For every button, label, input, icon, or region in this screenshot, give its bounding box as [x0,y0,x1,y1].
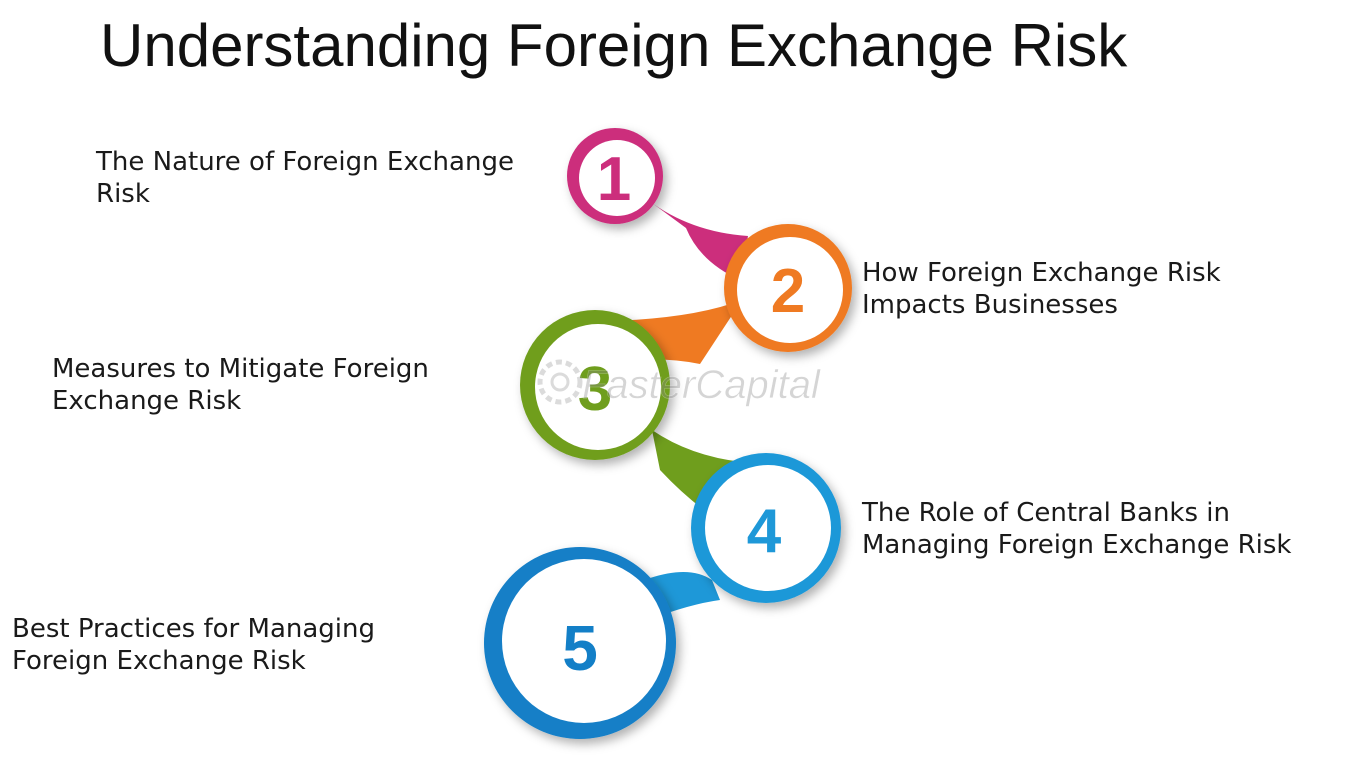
step-5-label-line1: Best Practices for Managing [12,614,375,644]
step-4-label-line1: The Role of Central Banks in [862,498,1230,528]
step-2-number: 2 [771,257,805,326]
step-4-label: The Role of Central Banks in Managing Fo… [862,497,1291,561]
step-3-number: 3 [578,355,612,424]
step-4-label-line2: Managing Foreign Exchange Risk [862,530,1292,560]
connector-1-2 [648,200,748,280]
step-2-label-line2: Impacts Businesses [862,290,1118,320]
step-3-label: Measures to Mitigate Foreign Exchange Ri… [52,353,429,417]
step-5-label-line2: Foreign Exchange Risk [12,646,306,676]
step-3-label-line2: Exchange Risk [52,386,242,416]
step-1-number: 1 [597,145,631,214]
step-1-label-line1: The Nature of Foreign Exchange [96,147,514,177]
step-2-node: 2 [724,224,852,352]
step-4-node: 4 [691,453,841,603]
step-1-label: The Nature of Foreign Exchange Risk [96,146,514,210]
watermark: FasterCapital [537,359,821,407]
watermark-text: FasterCapital [582,363,821,407]
step-5-number: 5 [562,612,598,684]
page-title: Understanding Foreign Exchange Risk [100,12,1128,79]
step-1-label-line2: Risk [96,179,150,209]
step-2-label-line1: How Foreign Exchange Risk [862,258,1221,288]
step-3-label-line1: Measures to Mitigate Foreign [52,354,429,384]
gear-icon [537,359,583,405]
step-4-number: 4 [747,497,782,566]
step-2-label: How Foreign Exchange Risk Impacts Busine… [862,257,1221,321]
step-1-node: 1 [567,128,663,224]
step-5-node: 5 [484,547,676,739]
step-3-node: 3 [520,310,670,460]
step-5-label: Best Practices for Managing Foreign Exch… [12,613,375,677]
